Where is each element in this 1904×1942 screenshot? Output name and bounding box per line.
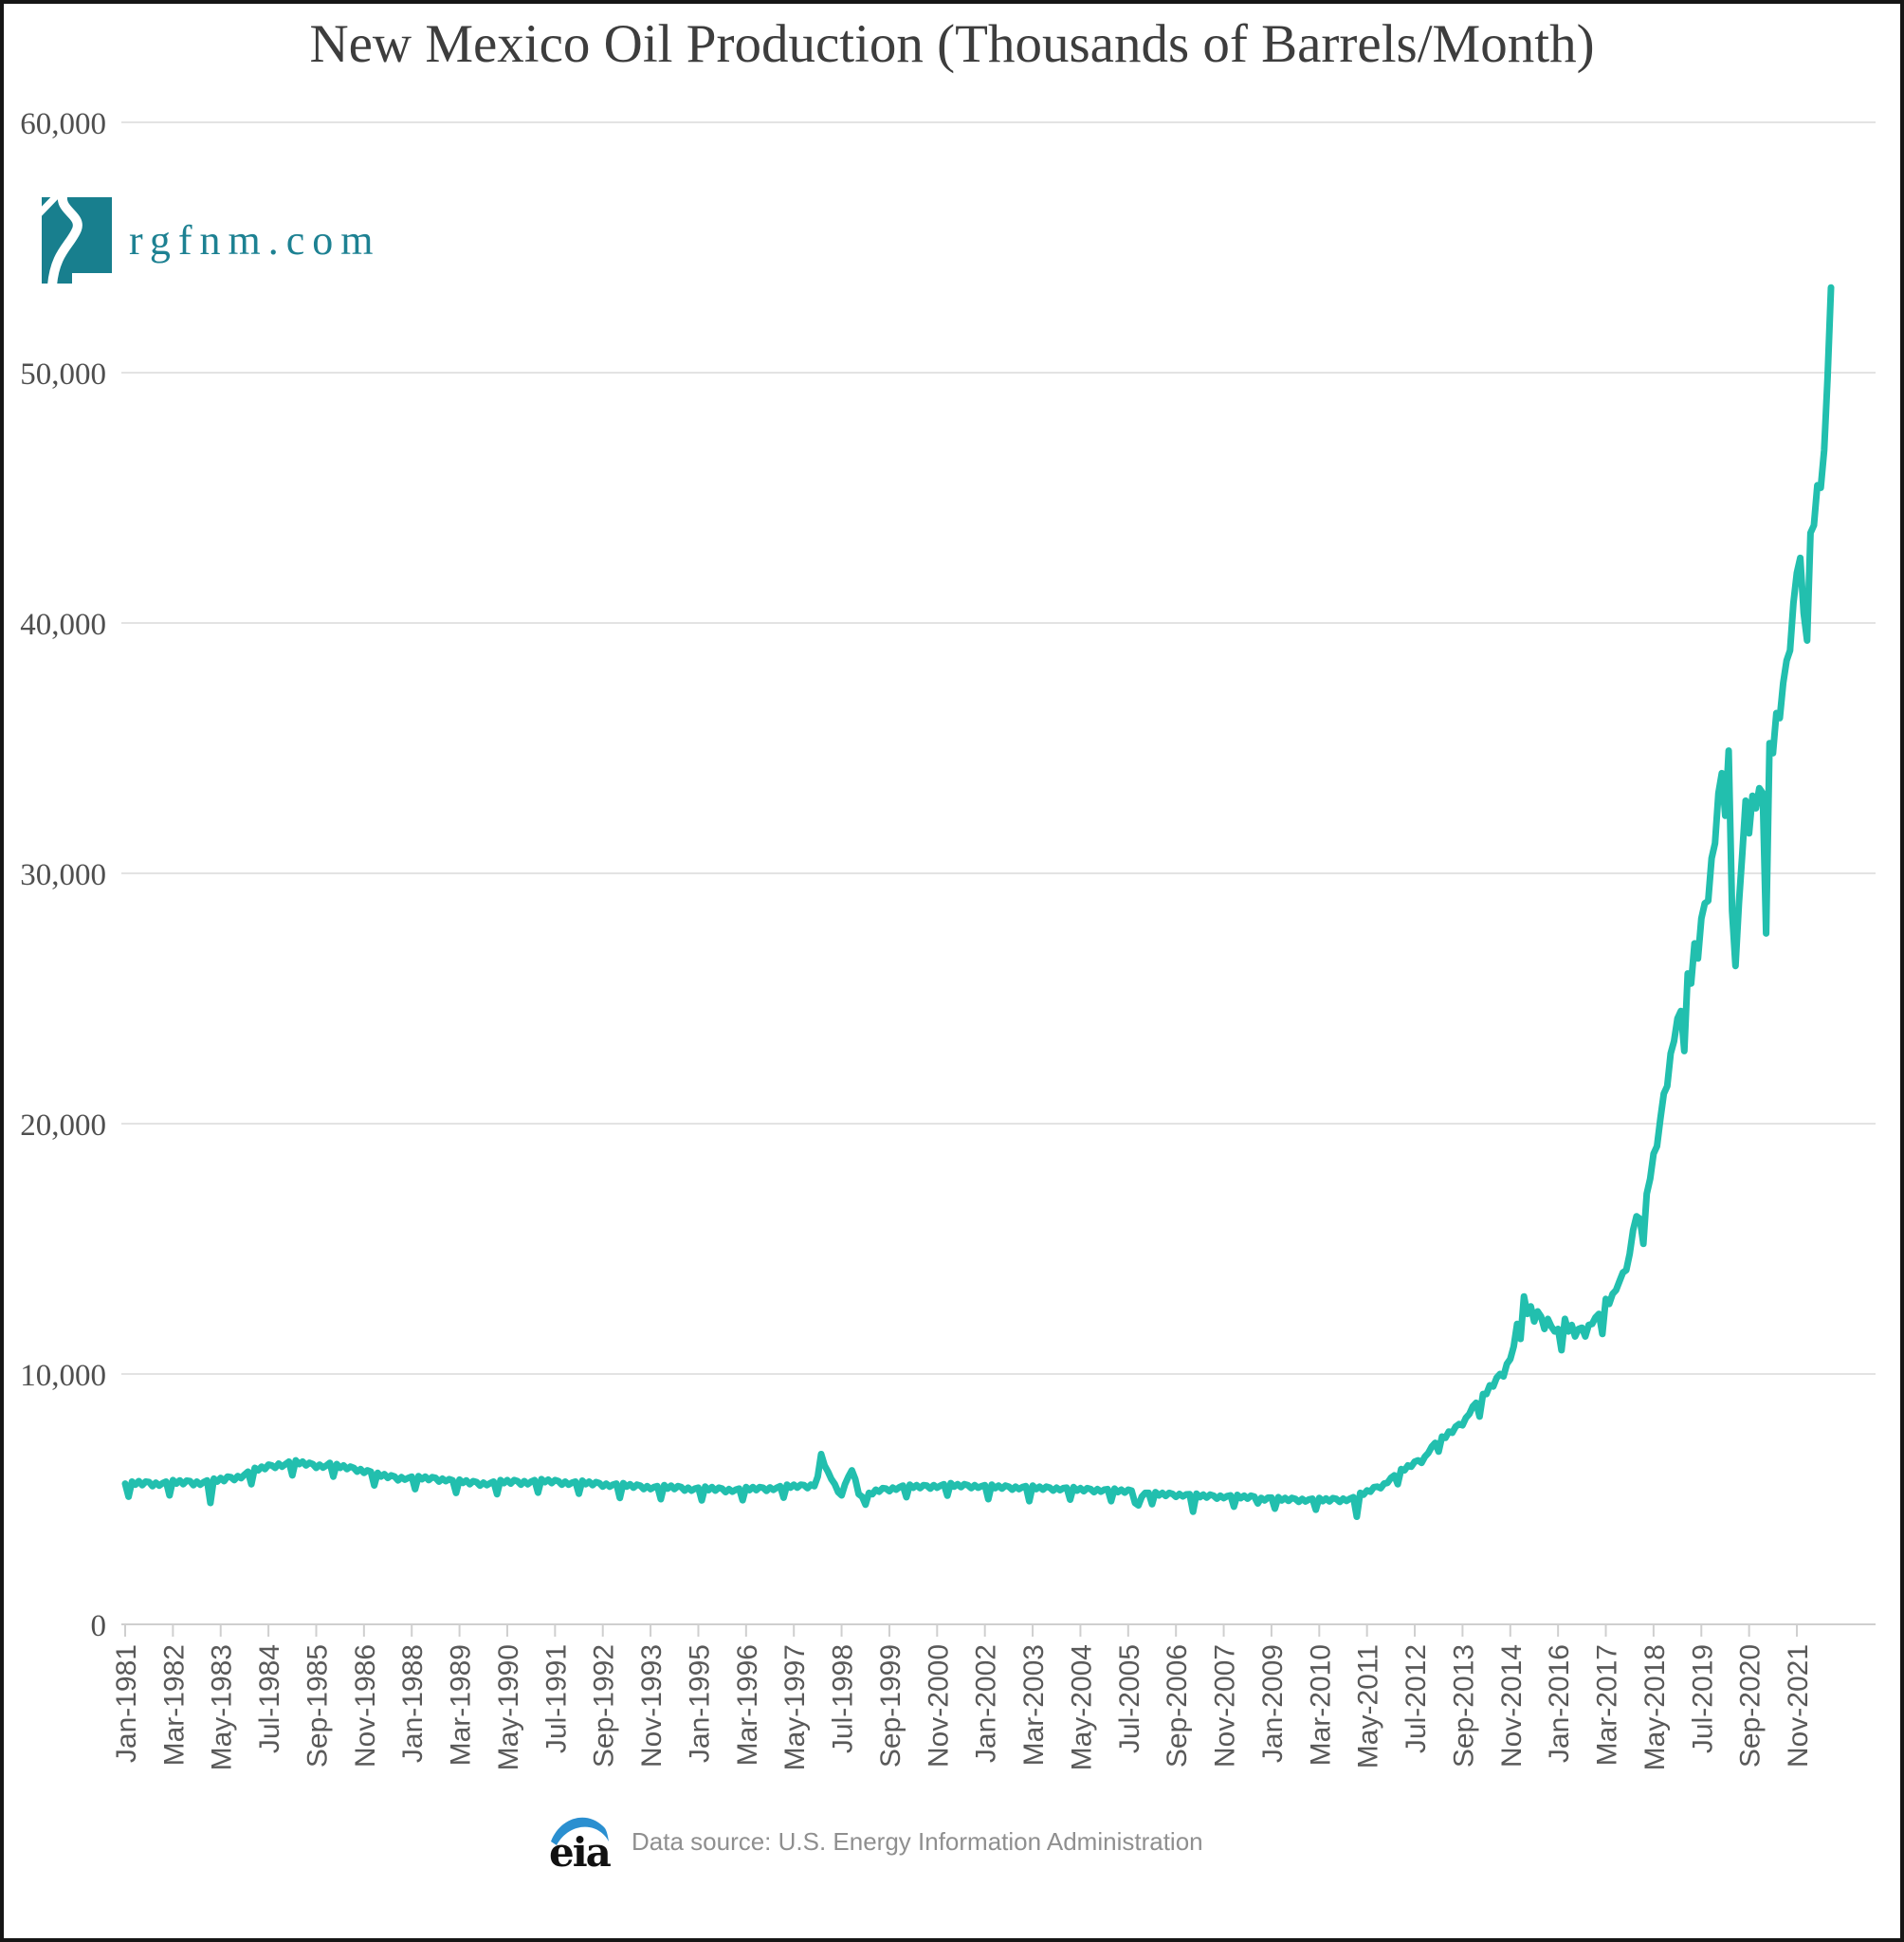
new-mexico-river-logo-icon (34, 195, 112, 285)
x-axis-tick-label: Mar-1996 (732, 1644, 763, 1766)
data-source-text: Data source: U.S. Energy Information Adm… (632, 1826, 1203, 1856)
x-axis-tick-label: Mar-1982 (158, 1644, 190, 1766)
y-axis-tick-label: 20,000 (20, 1108, 106, 1143)
chart-title: New Mexico Oil Production (Thousands of … (309, 14, 1595, 74)
x-axis-tick-label: May-2018 (1639, 1644, 1671, 1770)
y-axis-tick-label: 50,000 (20, 357, 106, 392)
rgfnm-branding: rgfnm.com (34, 195, 381, 285)
x-axis-tick-label: Jul-1998 (828, 1644, 859, 1753)
x-axis-tick-label: Nov-2000 (923, 1644, 954, 1768)
x-axis-tick-label: Mar-2017 (1592, 1644, 1623, 1766)
x-axis-tick-label: May-2004 (1066, 1644, 1097, 1770)
y-axis-tick-label: 10,000 (20, 1359, 106, 1393)
x-axis-tick-label: Sep-2006 (1162, 1644, 1193, 1768)
x-axis-tick-label: Nov-1986 (350, 1644, 381, 1768)
x-axis-tick-label: Jan-1995 (684, 1644, 715, 1763)
rgfnm-site-label: rgfnm.com (129, 217, 381, 264)
y-axis-tick-label: 0 (91, 1609, 107, 1643)
x-axis-tick-label: Jan-1988 (397, 1644, 429, 1763)
x-axis-tick-label: Jan-2009 (1257, 1644, 1289, 1763)
x-axis-tick-label: May-2011 (1353, 1644, 1384, 1768)
x-axis-tick-label: Nov-2021 (1783, 1644, 1814, 1768)
x-axis-tick-label: Nov-2007 (1210, 1644, 1241, 1768)
x-axis-tick-label: Nov-1993 (636, 1644, 668, 1768)
x-axis-tick-label: Jul-2012 (1401, 1644, 1432, 1753)
x-axis-tick-label: Sep-1999 (875, 1644, 906, 1768)
x-axis-tick-label: Jul-1984 (254, 1644, 285, 1753)
x-axis-tick-label: Jul-2005 (1114, 1644, 1145, 1753)
x-axis-tick-label: May-1990 (493, 1644, 524, 1770)
x-axis-tick-label: Sep-2020 (1735, 1644, 1767, 1768)
eia-logo-text: eia (549, 1829, 611, 1874)
x-axis-tick-label: Sep-1992 (589, 1644, 620, 1768)
x-axis-tick-label: May-1997 (779, 1644, 811, 1770)
x-axis-tick-label: Sep-2013 (1448, 1644, 1479, 1768)
y-axis-tick-label: 40,000 (20, 608, 106, 642)
x-axis-tick-label: Jul-2019 (1687, 1644, 1718, 1753)
eia-logo-icon: eia (549, 1817, 611, 1874)
x-axis-tick-label: Jan-2002 (971, 1644, 1002, 1763)
production-line-series (121, 284, 1835, 1520)
x-axis-tick-label: Nov-2014 (1496, 1644, 1528, 1768)
x-axis-tick-label: Jan-2016 (1544, 1644, 1575, 1763)
y-axis-tick-label: 30,000 (20, 858, 106, 892)
x-axis-tick-label: Mar-1989 (446, 1644, 477, 1766)
data-source-attribution: eia Data source: U.S. Energy Information… (548, 1809, 1203, 1874)
x-axis-tick-label: Sep-1985 (302, 1644, 333, 1768)
y-axis-tick-label: 60,000 (20, 107, 106, 141)
x-axis-tick-label: Mar-2003 (1018, 1644, 1050, 1766)
x-axis-tick-label: May-1983 (207, 1644, 238, 1770)
x-axis-tick-label: Jul-1991 (540, 1644, 572, 1753)
x-axis-tick-label: Jan-1981 (111, 1644, 142, 1763)
x-axis-tick-label: Mar-2010 (1305, 1644, 1336, 1766)
